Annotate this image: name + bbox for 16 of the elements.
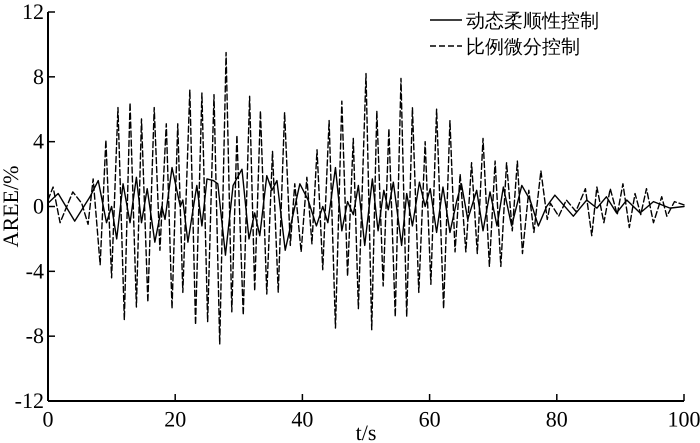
x-tick-label: 20 (164, 406, 186, 432)
legend-label: 比例微分控制 (466, 36, 580, 58)
y-tick-label: 12 (22, 0, 44, 24)
y-axis-title: AREE/% (0, 166, 23, 248)
x-tick-label: 80 (546, 406, 568, 432)
y-tick-label: -4 (26, 258, 44, 284)
y-tick-label: 4 (33, 128, 44, 154)
x-axis-title: t/s (356, 420, 376, 443)
legend-label: 动态柔顺性控制 (466, 10, 599, 32)
y-tick-label: 8 (33, 64, 44, 89)
x-tick-label: 100 (668, 406, 700, 432)
y-tick-label: -12 (14, 388, 44, 414)
x-tick-label: 40 (291, 406, 314, 432)
y-tick-label: 0 (33, 194, 44, 219)
y-tick-label: -8 (26, 323, 44, 348)
x-tick-label: 60 (418, 406, 441, 432)
